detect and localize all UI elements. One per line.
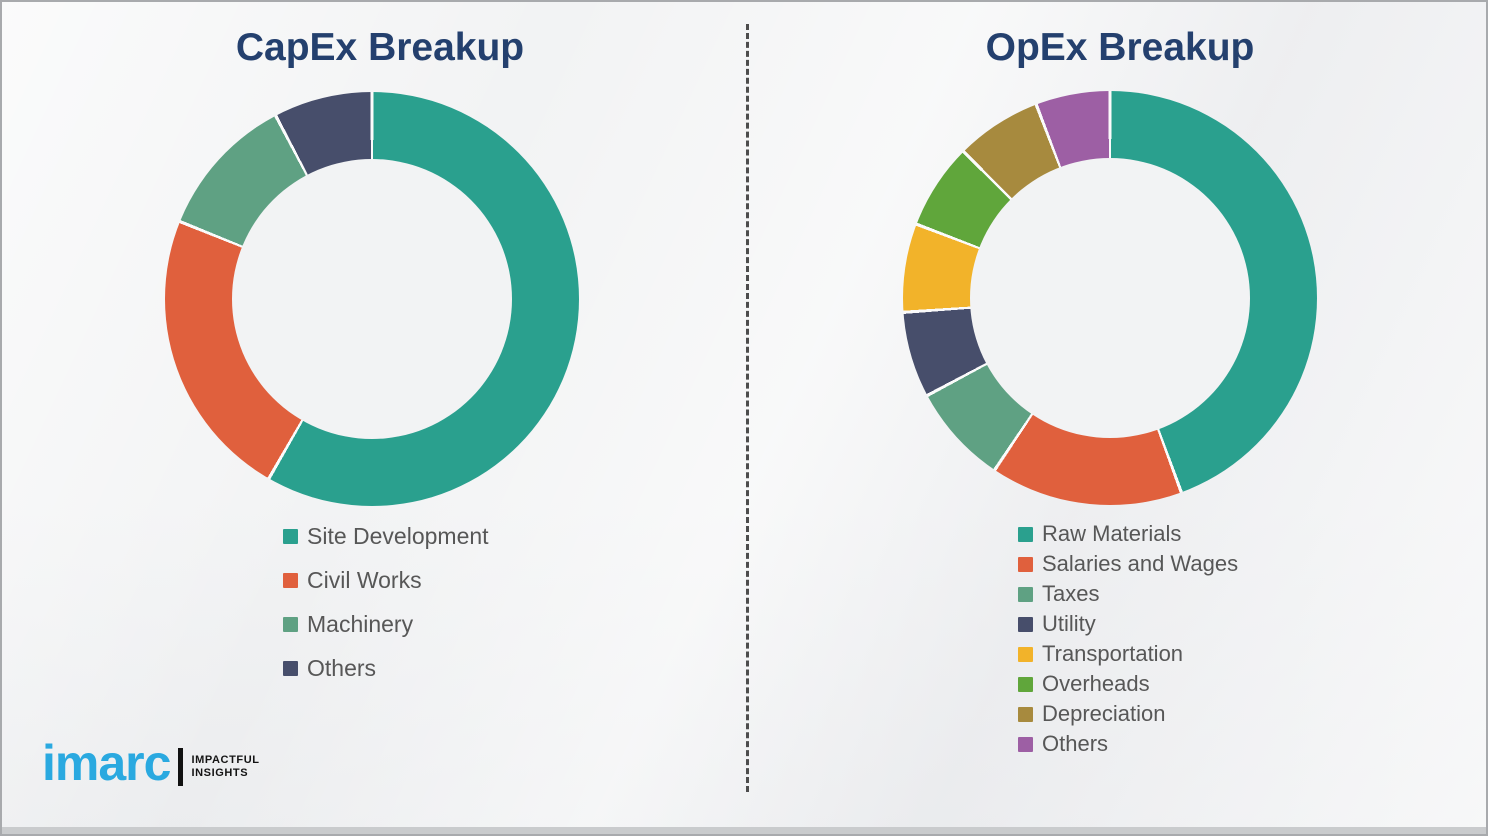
legend-swatch: [283, 660, 298, 676]
legend-item: Transportation: [1018, 639, 1238, 669]
legend-item: Civil Works: [283, 558, 489, 602]
legend-swatch: [283, 572, 298, 588]
opex-donut-hole: [970, 158, 1250, 438]
legend-label: Site Development: [307, 522, 489, 549]
legend-item: Salaries and Wages: [1018, 549, 1238, 579]
legend-label: Others: [1042, 731, 1109, 756]
legend-swatch: [283, 616, 298, 632]
legend-item: Raw Materials: [1018, 519, 1238, 549]
legend-swatch: [1018, 616, 1033, 632]
legend-swatch: [283, 528, 298, 544]
legend-label: Taxes: [1042, 581, 1100, 606]
capex-donut-hole: [232, 159, 512, 439]
legend-swatch: [1018, 676, 1033, 692]
legend-swatch: [1018, 736, 1033, 752]
legend-item: Depreciation: [1018, 699, 1238, 729]
imarc-logo-tagline: IMPACTFUL INSIGHTS: [191, 754, 259, 780]
legend-label: Raw Materials: [1042, 521, 1182, 546]
legend-swatch: [1018, 706, 1033, 722]
panel-divider: [746, 24, 749, 792]
legend-label: Salaries and Wages: [1042, 551, 1239, 576]
legend-label: Others: [307, 654, 377, 681]
opex-donut-chart: [903, 91, 1317, 505]
legend-label: Civil Works: [307, 566, 422, 593]
legend-label: Depreciation: [1042, 701, 1166, 726]
legend-swatch: [1018, 526, 1033, 542]
legend-item: Others: [283, 646, 489, 690]
capex-donut-chart: [165, 92, 579, 506]
imarc-tagline-line2: INSIGHTS: [191, 767, 249, 779]
legend-item: Site Development: [283, 514, 489, 558]
legend-item: Taxes: [1018, 579, 1238, 609]
opex-legend: Raw Materials Salaries and Wages Taxes Util…: [1018, 519, 1238, 759]
legend-label: Overheads: [1042, 671, 1150, 696]
imarc-logo-wordmark: imarc: [42, 735, 171, 791]
legend-label: Transportation: [1042, 641, 1184, 666]
legend-swatch: [1018, 586, 1033, 602]
legend-item: Machinery: [283, 602, 489, 646]
capex-legend: Site Development Civil Works Machinery Othe…: [283, 514, 489, 690]
legend-item: Overheads: [1018, 669, 1238, 699]
legend-label: Machinery: [307, 610, 414, 637]
legend-item: Utility: [1018, 609, 1238, 639]
legend-item: Others: [1018, 729, 1238, 759]
legend-swatch: [1018, 646, 1033, 662]
opex-title: OpEx Breakup: [985, 26, 1255, 69]
capex-title: CapEx Breakup: [235, 26, 525, 69]
legend-label: Utility: [1042, 611, 1096, 636]
legend-swatch: [1018, 556, 1033, 572]
imarc-logo-divider-bar: [178, 748, 184, 786]
imarc-tagline-line1: IMPACTFUL: [191, 754, 260, 766]
imarc-logo: imarc IMPACTFUL INSIGHTS: [42, 738, 260, 788]
